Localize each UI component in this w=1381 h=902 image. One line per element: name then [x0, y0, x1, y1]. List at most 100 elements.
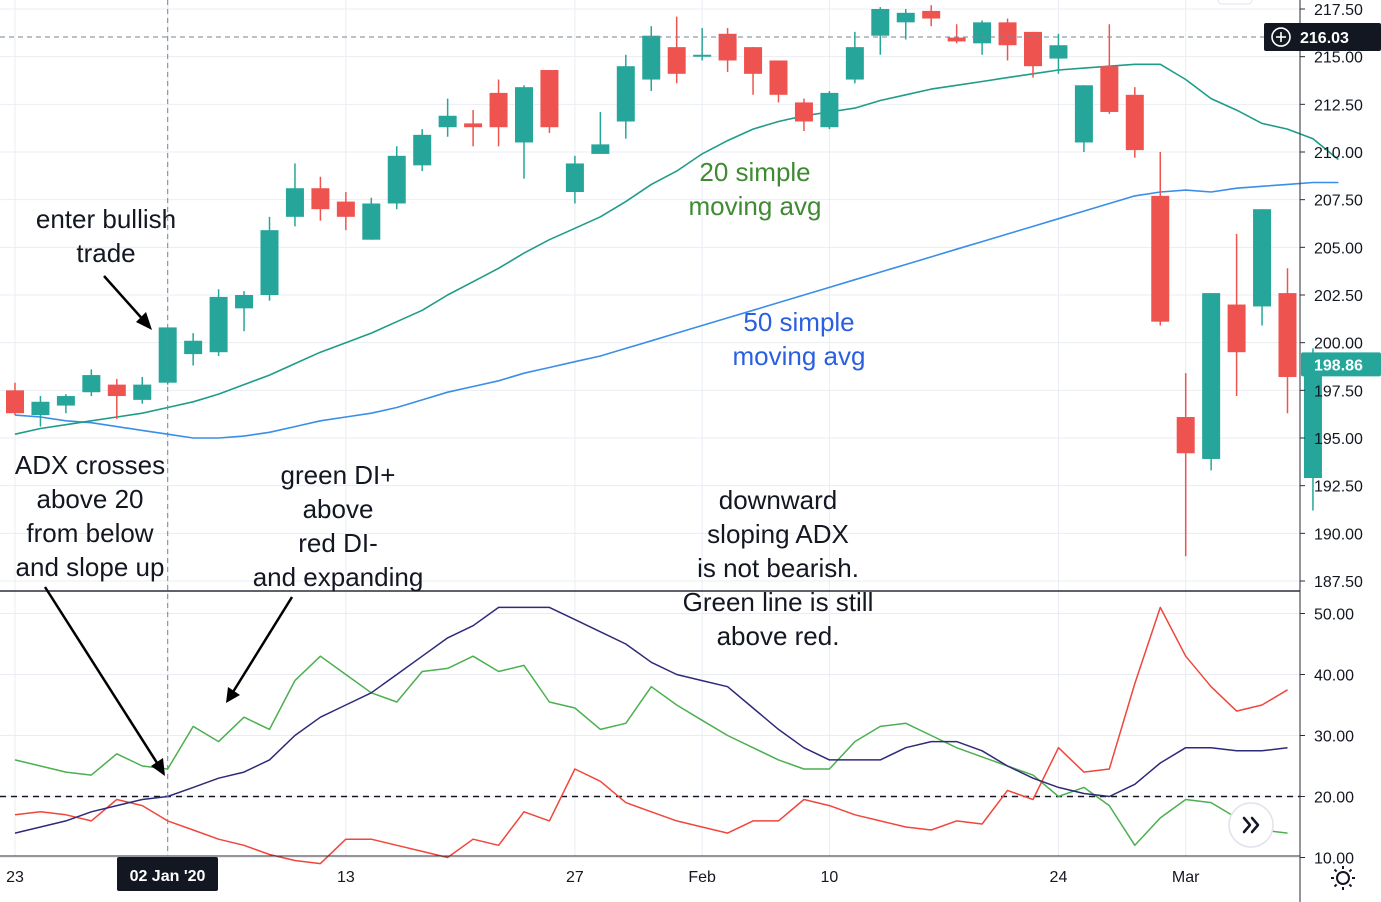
price-tick-label: 202.50 [1314, 288, 1363, 305]
candle-body [413, 134, 432, 166]
candle-body [922, 10, 941, 19]
crosshair-date-tag [117, 857, 218, 891]
price-tick-label: 215.00 [1314, 50, 1363, 67]
candle-up [260, 216, 279, 301]
candle-down [1278, 268, 1297, 414]
candle-body [998, 22, 1017, 46]
candle-up [1202, 293, 1221, 471]
candle-up [1253, 209, 1272, 326]
adx-line [14, 606, 1288, 834]
candle-body [642, 35, 661, 80]
candle-up [642, 26, 661, 91]
scroll-to-realtime-button[interactable] [1228, 802, 1274, 848]
candle-up [209, 289, 228, 357]
candle-up [362, 197, 381, 240]
annotation-sma20: 20 simple moving avg [689, 157, 822, 221]
candle-body [464, 123, 483, 128]
double-chevron-right-icon [1242, 816, 1260, 834]
sma20-line [14, 63, 1339, 435]
arrowhead-di [226, 687, 240, 703]
candle-up [973, 20, 992, 55]
gear-icon [1331, 866, 1355, 890]
candle-body [565, 163, 584, 193]
candle-body [311, 188, 330, 210]
annotation-adx-cross: ADX crosses above 20 from below and slop… [15, 450, 165, 582]
candles [6, 5, 1322, 557]
candle-up [133, 376, 152, 404]
candle-body [744, 47, 763, 74]
indicator-tick-label: 10.00 [1314, 851, 1354, 868]
price-tick-label: 212.50 [1314, 97, 1363, 114]
candle-body [591, 144, 610, 154]
settings-button[interactable] [1331, 866, 1355, 890]
candle-body [794, 102, 813, 122]
candle-down [336, 192, 355, 231]
annotation-line: 50 simple [743, 307, 854, 337]
time-tick-label: 23 [6, 869, 24, 886]
annotation-line: Green line is still [683, 587, 874, 617]
candle-body [693, 54, 712, 57]
candle-body [1202, 293, 1221, 459]
candle-body [871, 9, 890, 36]
plus-circle-icon[interactable] [1271, 27, 1291, 47]
candle-body [718, 33, 737, 61]
candle-down [998, 18, 1017, 61]
candle-body [1176, 417, 1195, 454]
candle-body [845, 47, 864, 80]
candle-up [1049, 33, 1068, 74]
price-tick-label: 210.00 [1314, 145, 1363, 162]
candle-body [209, 296, 228, 353]
candle-up [1074, 85, 1093, 152]
candle-down [1125, 87, 1144, 158]
candle-body [184, 340, 203, 355]
price-tick-label: 190.00 [1314, 526, 1363, 543]
candle-up [693, 28, 712, 61]
candle-body [235, 295, 254, 309]
time-tick-label: 10 [821, 869, 839, 886]
candle-up [871, 7, 890, 55]
indicator-tick-label: 50.00 [1314, 607, 1354, 624]
price-tick-label: 205.00 [1314, 240, 1363, 257]
annotation-line: moving avg [733, 341, 866, 371]
candle-body [1024, 31, 1042, 67]
price-axis[interactable]: 187.50 190.00 192.50 195.00 197.50 200.00 202.… [1300, 2, 1381, 591]
indicator-tick-label: 40.00 [1314, 668, 1354, 685]
indicator-tick-label: 30.00 [1314, 729, 1354, 746]
toolbar-button[interactable] [1217, 0, 1253, 5]
candle-body [438, 115, 457, 128]
candle-up [184, 333, 203, 366]
candle-down [1227, 233, 1246, 397]
sma50-series [14, 181, 1339, 439]
candle-down [464, 110, 483, 147]
time-axis[interactable]: 23 13 27 Feb 10 24 Mar [6, 869, 1200, 886]
candle-up [438, 98, 457, 137]
annotation-line: downward [719, 485, 838, 515]
candle-body [1303, 363, 1322, 479]
annotation-line: trade [76, 238, 135, 268]
candle-down [769, 60, 788, 103]
time-tick-label: 13 [337, 869, 355, 886]
candle-up [56, 394, 75, 414]
candle-down [718, 28, 737, 72]
annotation-line: from below [26, 518, 153, 548]
time-tick-label: 24 [1050, 869, 1068, 886]
candle-body [1074, 85, 1093, 143]
candle-up [896, 9, 915, 40]
grid [0, 0, 1300, 858]
candle-down [6, 382, 24, 416]
last-price-tag [1301, 352, 1381, 377]
annotation-arrows [43, 275, 294, 776]
price-tick-label: 200.00 [1314, 336, 1363, 353]
last-price-label: 198.86 [1314, 357, 1363, 374]
time-tick-label: 27 [566, 869, 584, 886]
candle-body [387, 155, 406, 204]
candle-body [973, 22, 992, 44]
candle-body [1100, 66, 1119, 112]
annotation-line: above 20 [37, 484, 144, 514]
candle-up [285, 163, 304, 227]
candle-body [133, 384, 152, 400]
candle-body [820, 92, 839, 128]
indicator-axis[interactable]: 10.00 20.00 30.00 40.00 50.00 [1300, 607, 1354, 868]
candle-body [1151, 195, 1170, 322]
